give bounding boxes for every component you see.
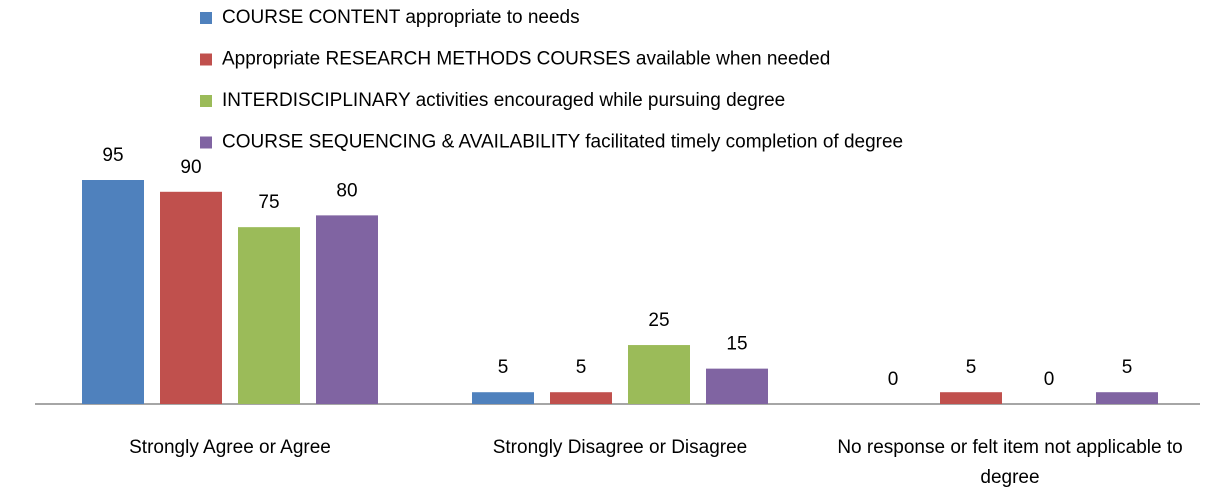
legend-label: Appropriate RESEARCH METHODS COURSES ava… (222, 49, 830, 70)
bar (238, 227, 300, 404)
bar (160, 191, 222, 404)
legend-label: COURSE CONTENT appropriate to needs (222, 7, 580, 28)
data-label: 90 (180, 157, 201, 178)
data-label: 25 (648, 310, 669, 331)
bar (82, 180, 144, 404)
x-tick-label-box: Strongly Disagree or Disagree (492, 437, 748, 458)
bar (550, 392, 612, 404)
legend-label: COURSE SEQUENCING & AVAILABILITY facilit… (222, 132, 903, 153)
x-tick-label: Strongly Disagree or Disagree (492, 437, 748, 458)
bar (628, 345, 690, 404)
x-tick-label-box: No response or felt item not applicable … (837, 437, 1183, 488)
data-label: 75 (258, 192, 279, 213)
data-label: 80 (336, 180, 357, 201)
data-label: 5 (576, 357, 587, 378)
data-label: 5 (966, 357, 977, 378)
data-label: 0 (888, 369, 899, 390)
data-label: 15 (726, 334, 747, 355)
bar (316, 215, 378, 404)
legend-swatch (200, 95, 212, 107)
x-tick-label-box: Strongly Agree or Agree (129, 437, 331, 458)
data-label: 5 (1122, 357, 1133, 378)
x-tick-label: Strongly Agree or Agree (129, 437, 331, 458)
legend-swatch (200, 136, 212, 149)
legend-swatch (200, 12, 212, 24)
legend-swatch (200, 53, 212, 66)
bar (940, 392, 1002, 404)
data-label: 5 (498, 357, 509, 378)
bar (472, 392, 534, 404)
legend-label: INTERDISCIPLINARY activities encouraged … (222, 90, 785, 111)
bar (706, 368, 768, 404)
x-tick-label: No response or felt item not applicable … (837, 437, 1183, 488)
data-label: 0 (1044, 369, 1055, 390)
bar (1096, 392, 1158, 404)
data-label: 95 (102, 145, 123, 166)
